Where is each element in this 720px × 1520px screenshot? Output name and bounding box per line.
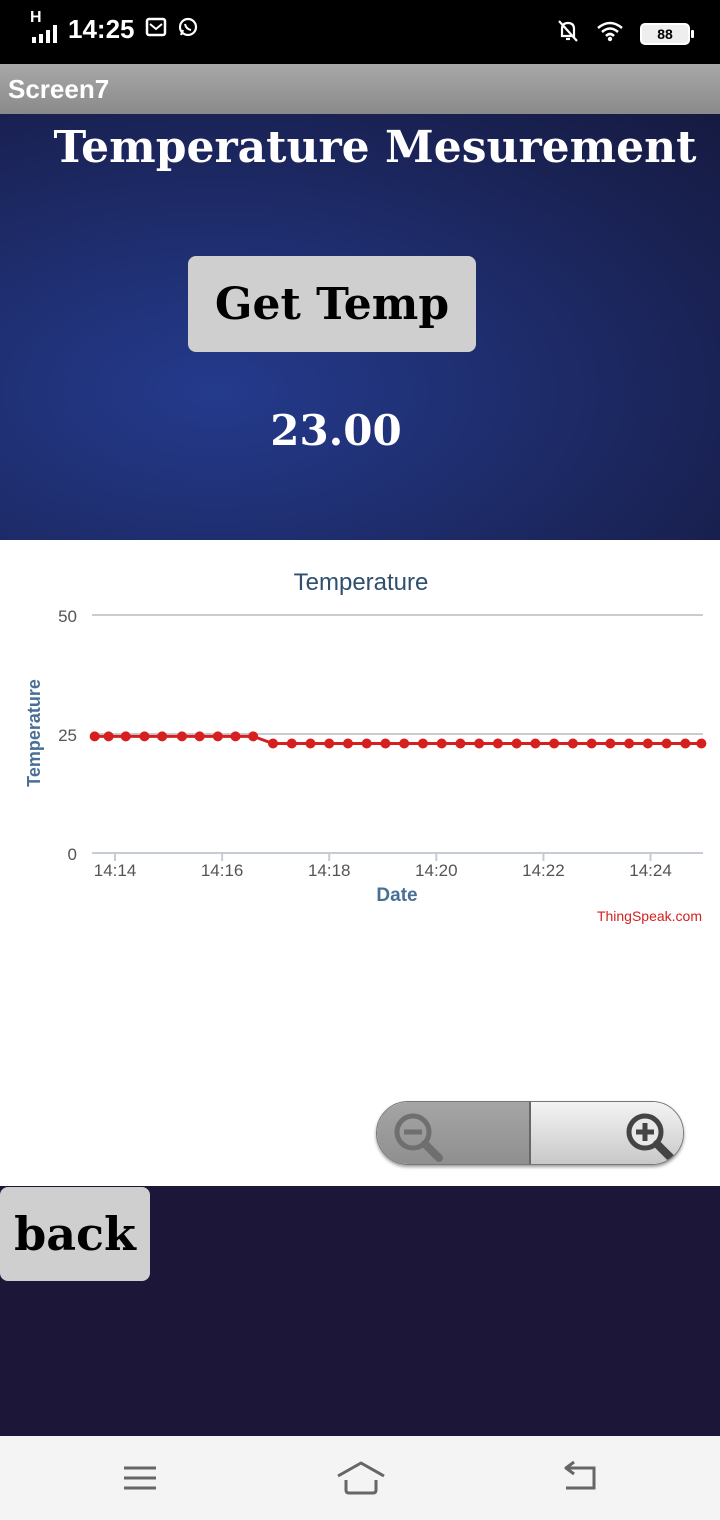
x-tick-label: 14:18 <box>308 861 351 880</box>
notifications-off-icon <box>556 18 580 49</box>
data-point[interactable] <box>157 731 168 742</box>
data-point[interactable] <box>267 738 278 749</box>
data-point[interactable] <box>605 738 616 749</box>
data-point[interactable] <box>103 731 114 742</box>
zoom-control <box>376 1101 684 1165</box>
data-point[interactable] <box>399 738 410 749</box>
data-point[interactable] <box>680 738 691 749</box>
data-point[interactable] <box>417 738 428 749</box>
top-panel: Temperature Mesurement Get Temp 23.00 <box>0 114 720 540</box>
network-icon: H <box>30 9 58 45</box>
y-axis-label: Temperature <box>24 679 44 787</box>
page-heading: Temperature Mesurement <box>53 122 697 173</box>
network-type-label: H <box>30 8 42 26</box>
screen-title: Screen7 <box>8 74 110 104</box>
data-point[interactable] <box>342 738 353 749</box>
system-nav-bar <box>0 1436 720 1520</box>
battery-icon: 88 <box>640 22 694 45</box>
x-tick-label: 14:24 <box>629 861 672 880</box>
chart-panel: Temperature Temperature Date ThingSpeak.… <box>0 540 720 1186</box>
mail-icon <box>145 16 167 43</box>
battery-level: 88 <box>657 25 673 42</box>
x-tick-label: 14:20 <box>415 861 458 880</box>
data-point[interactable] <box>455 738 466 749</box>
status-bar: H 14:25 88 <box>0 0 720 64</box>
x-axis-label: Date <box>376 885 417 906</box>
data-point[interactable] <box>230 731 241 742</box>
data-point[interactable] <box>586 738 597 749</box>
data-point[interactable] <box>286 738 297 749</box>
data-point[interactable] <box>474 738 485 749</box>
data-point[interactable] <box>305 738 316 749</box>
data-point[interactable] <box>176 731 187 742</box>
chart-title: Temperature <box>294 569 429 596</box>
x-tick-label: 14:22 <box>522 861 565 880</box>
data-point[interactable] <box>120 731 131 742</box>
get-temp-button[interactable]: Get Temp <box>188 256 476 352</box>
back-icon[interactable] <box>560 1460 600 1494</box>
temperature-line <box>94 734 702 745</box>
data-point[interactable] <box>436 738 447 749</box>
data-point[interactable] <box>380 738 391 749</box>
app-title-bar: Screen7 <box>0 64 720 114</box>
y-tick-label: 25 <box>58 726 77 745</box>
data-point[interactable] <box>139 731 150 742</box>
data-point[interactable] <box>212 731 223 742</box>
data-point[interactable] <box>511 738 522 749</box>
home-icon[interactable] <box>334 1458 388 1498</box>
data-point[interactable] <box>324 738 335 749</box>
menu-icon[interactable] <box>121 1464 161 1494</box>
temperature-value: 23.00 <box>270 406 402 455</box>
thingspeak-credit[interactable]: ThingSpeak.com <box>597 908 702 924</box>
data-point[interactable] <box>194 731 205 742</box>
status-right: 88 <box>556 18 694 49</box>
data-point[interactable] <box>492 738 503 749</box>
bottom-panel: back <box>0 1186 720 1436</box>
status-time: 14:25 <box>68 14 135 44</box>
y-tick-label: 0 <box>68 845 77 864</box>
zoom-in-button[interactable] <box>531 1102 683 1164</box>
wifi-icon <box>596 20 624 47</box>
data-point[interactable] <box>361 738 372 749</box>
data-point[interactable] <box>696 738 707 749</box>
x-tick-label: 14:16 <box>201 861 244 880</box>
data-point[interactable] <box>549 738 560 749</box>
y-tick-label: 50 <box>58 607 77 626</box>
zoom-in-icon <box>626 1113 675 1162</box>
x-tick-label: 14:14 <box>94 861 137 880</box>
data-point[interactable] <box>661 738 672 749</box>
temperature-chart[interactable]: Temperature Temperature Date ThingSpeak.… <box>0 540 720 940</box>
zoom-out-button[interactable] <box>377 1102 531 1164</box>
data-point[interactable] <box>624 738 635 749</box>
whatsapp-icon <box>177 16 199 43</box>
data-point[interactable] <box>248 731 259 742</box>
data-point[interactable] <box>530 738 541 749</box>
zoom-out-icon <box>394 1113 443 1162</box>
data-point[interactable] <box>89 731 100 742</box>
data-point[interactable] <box>567 738 578 749</box>
status-left: H 14:25 <box>30 9 199 45</box>
back-button[interactable]: back <box>0 1187 150 1281</box>
data-point[interactable] <box>642 738 653 749</box>
